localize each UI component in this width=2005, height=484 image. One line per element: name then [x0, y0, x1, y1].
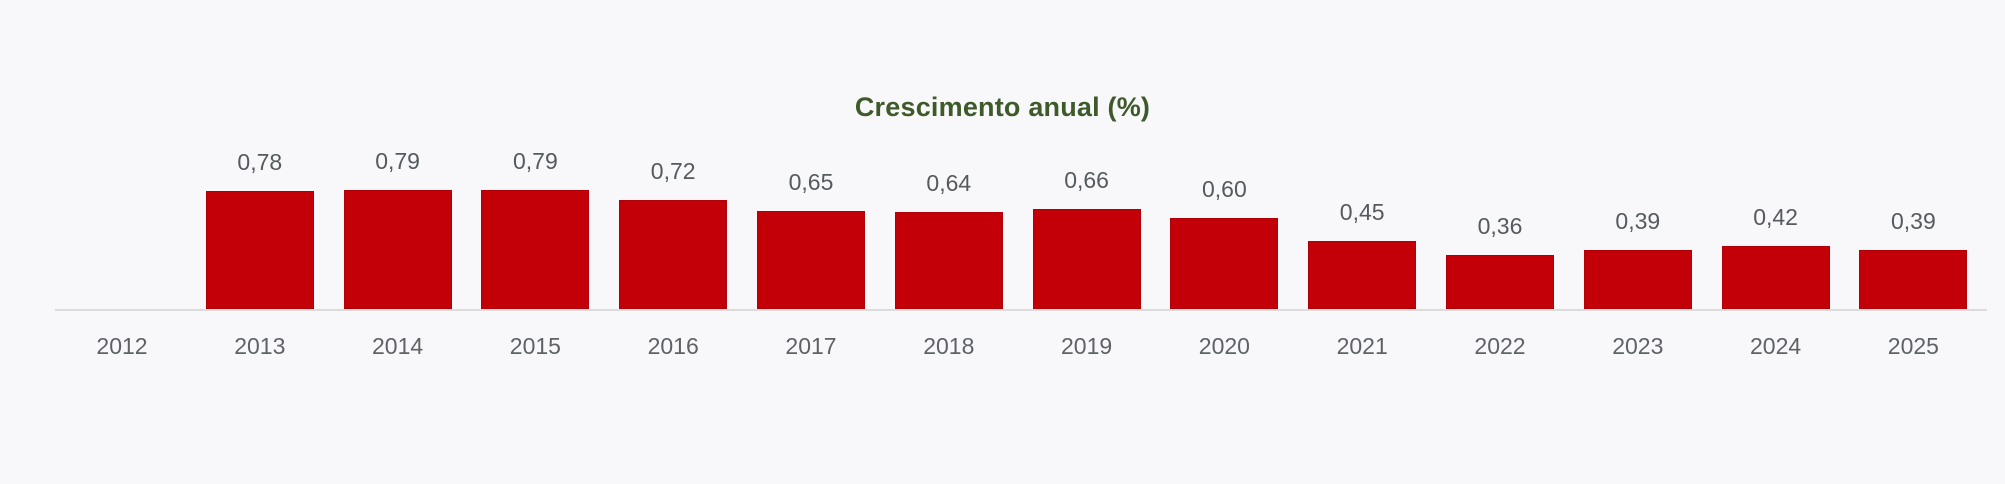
value-label-2019: 0,66 — [1064, 167, 1109, 193]
chart-title: Crescimento anual (%) — [854, 92, 1151, 122]
bar-2024 — [1721, 246, 1830, 309]
bar-2018 — [894, 212, 1003, 309]
value-label-2014: 0,79 — [375, 148, 420, 174]
x-tick-label-2023: 2023 — [1612, 333, 1664, 359]
x-tick-label-2019: 2019 — [1061, 333, 1113, 359]
x-tick-label-2022: 2022 — [1474, 333, 1526, 359]
value-label-2025: 0,39 — [1891, 208, 1936, 234]
x-tick-label-2024: 2024 — [1750, 333, 1802, 359]
x-tick-label-2014: 2014 — [372, 333, 424, 359]
bar-2015 — [481, 190, 590, 309]
x-tick-label-2015: 2015 — [509, 333, 561, 359]
x-tick-label-2017: 2017 — [785, 333, 837, 359]
bar-2021 — [1308, 241, 1417, 309]
x-axis-line — [55, 309, 1987, 311]
bar-2019 — [1032, 209, 1141, 309]
value-label-2016: 0,72 — [650, 158, 696, 184]
bar-2020 — [1170, 218, 1279, 309]
value-label-2021: 0,45 — [1339, 199, 1385, 225]
x-tick-label-2021: 2021 — [1336, 333, 1388, 359]
x-tick-label-2018: 2018 — [923, 333, 975, 359]
bar-2013 — [205, 191, 314, 309]
value-label-2022: 0,36 — [1477, 213, 1523, 239]
value-label-2023: 0,39 — [1615, 208, 1661, 234]
bar-2014 — [343, 190, 452, 309]
value-label-2018: 0,64 — [926, 170, 972, 196]
x-tick-label-2025: 2025 — [1887, 333, 1939, 359]
bar-2016 — [619, 200, 728, 309]
value-label-2015: 0,79 — [513, 148, 558, 174]
x-tick-label-2016: 2016 — [647, 333, 699, 359]
bar-2023 — [1583, 250, 1692, 309]
bar-2017 — [757, 211, 865, 309]
x-tick-label-2012: 2012 — [96, 333, 148, 359]
bar-2022 — [1446, 255, 1554, 309]
value-label-2013: 0,78 — [237, 149, 283, 175]
value-label-2024: 0,42 — [1753, 204, 1798, 230]
bar-2025 — [1859, 250, 1968, 309]
x-tick-label-2020: 2020 — [1198, 333, 1250, 359]
value-label-2017: 0,65 — [788, 169, 834, 195]
value-label-2020: 0,60 — [1202, 176, 1247, 202]
x-tick-label-2013: 2013 — [234, 333, 286, 359]
